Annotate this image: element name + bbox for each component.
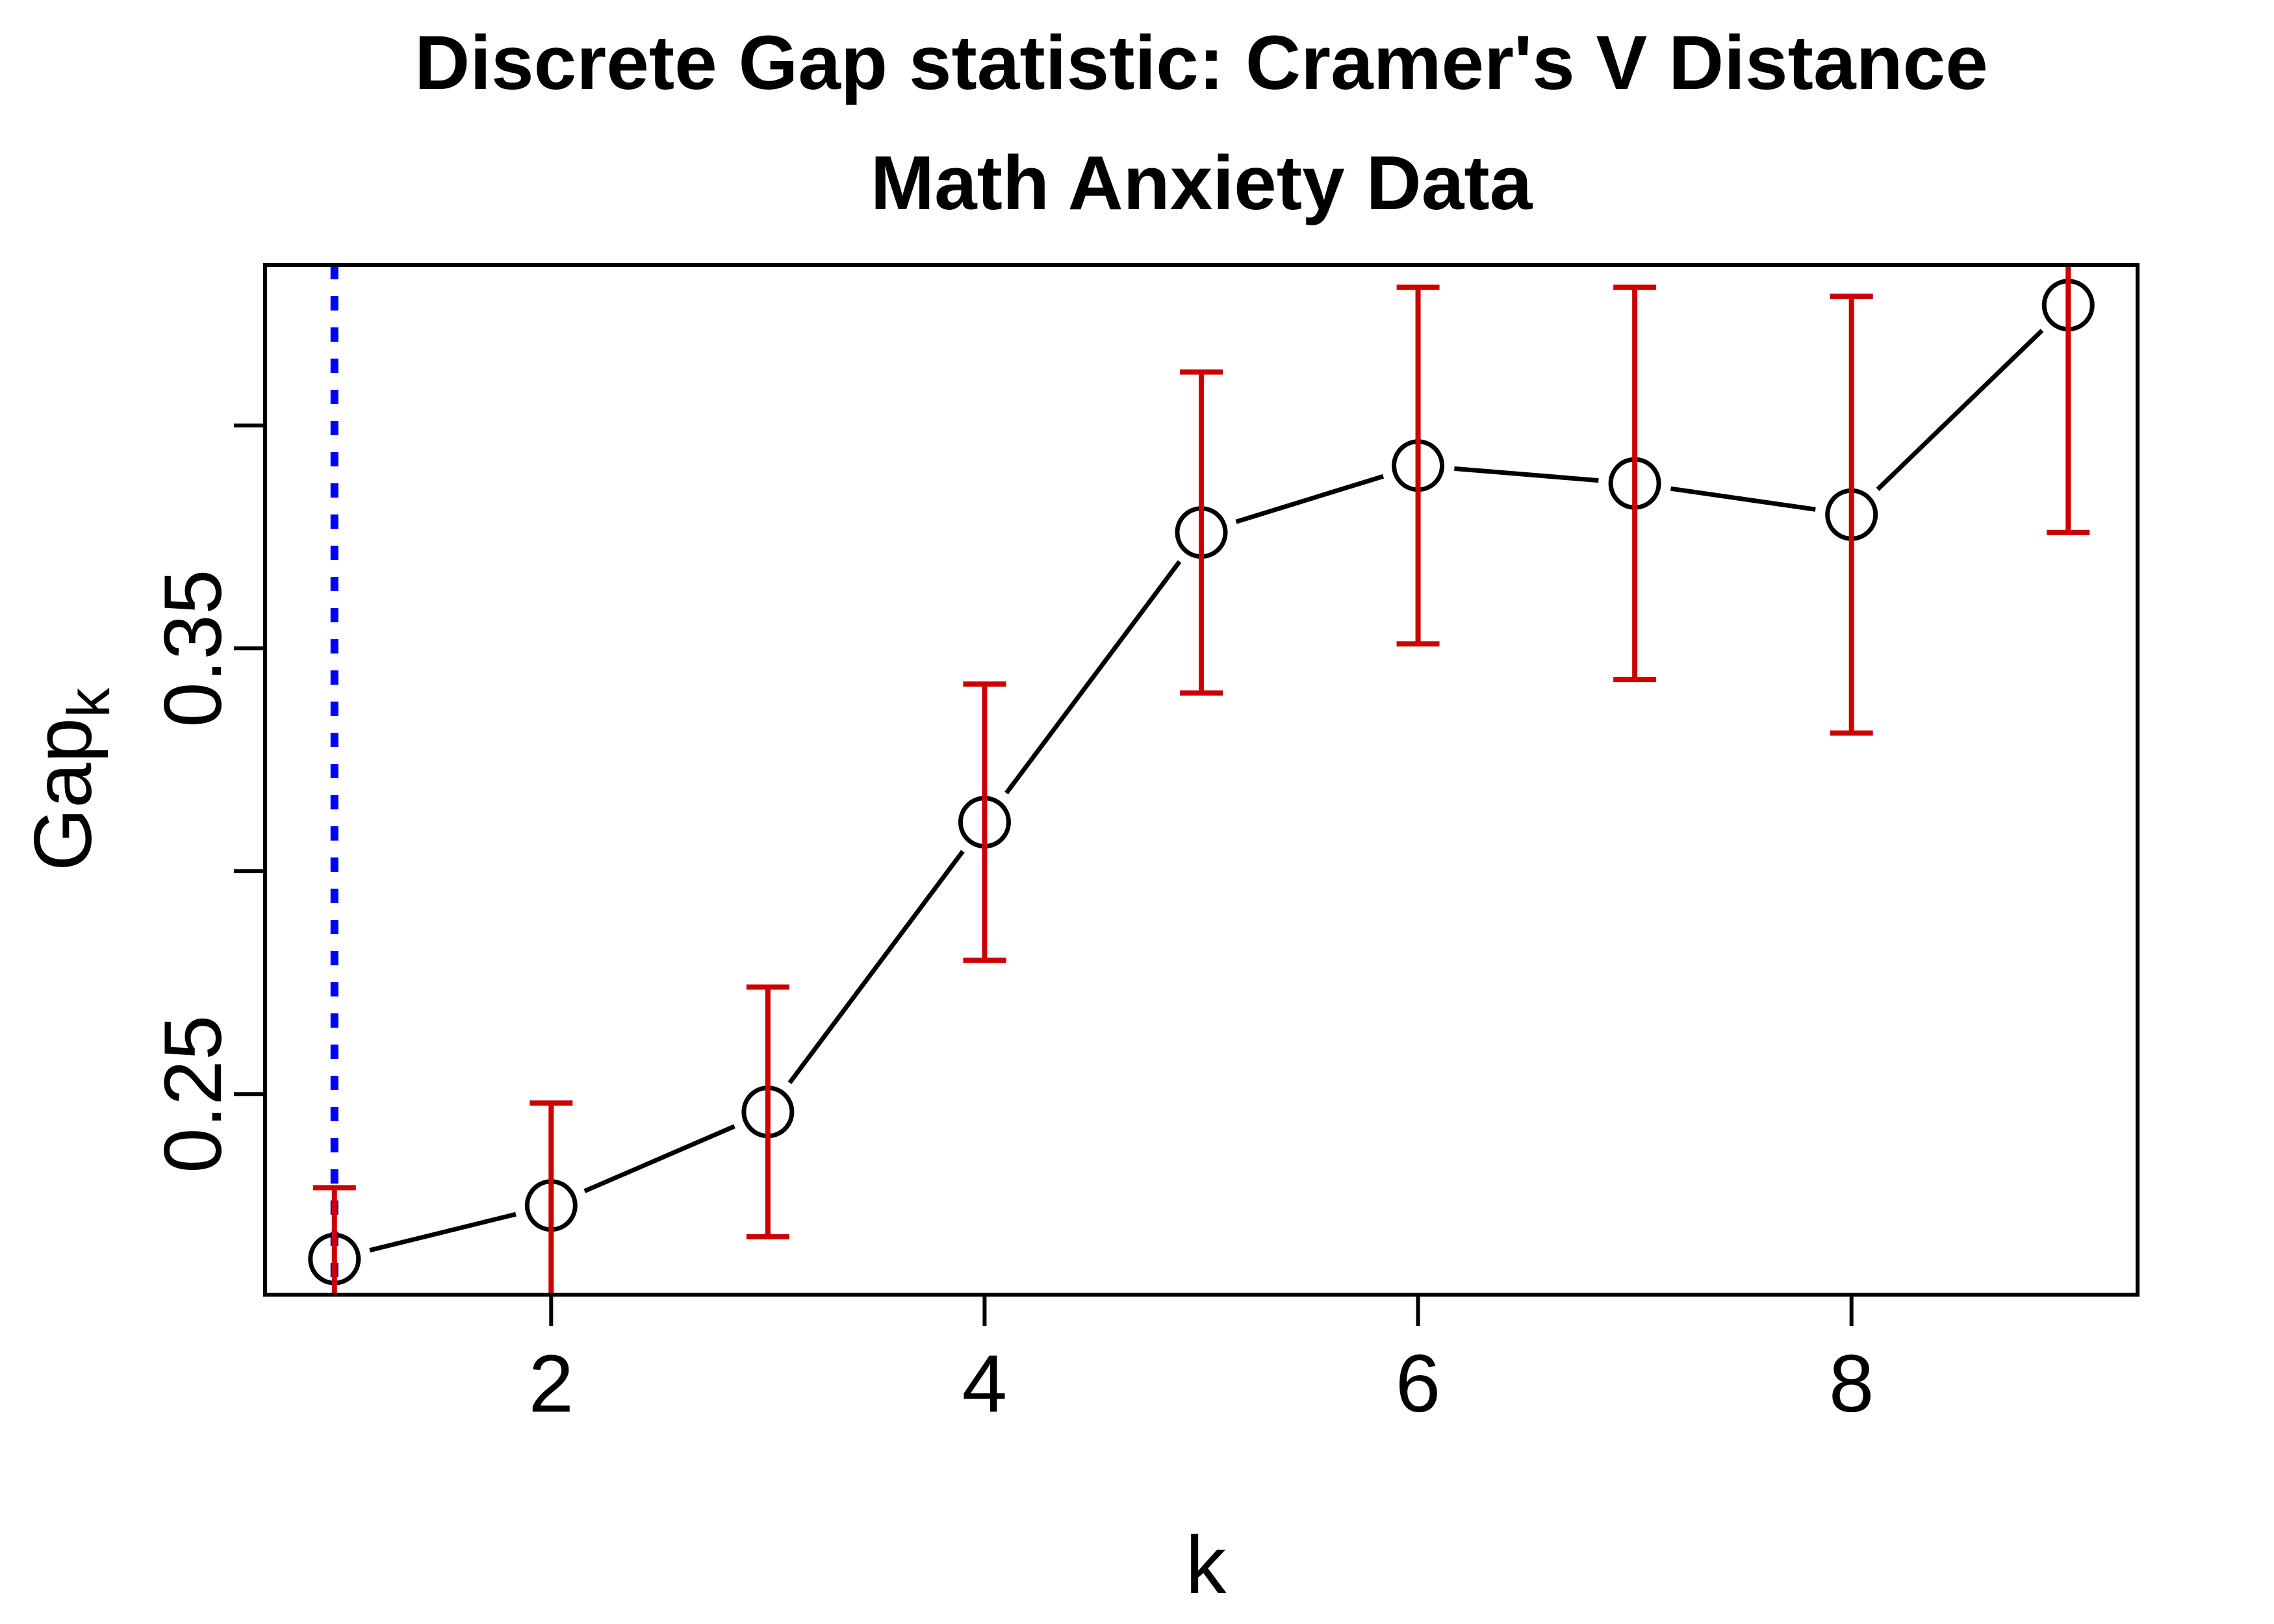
x-axis-label: k [1186, 1520, 1227, 1610]
y-tick-label: 0.35 [148, 569, 238, 727]
x-tick-label: 8 [1829, 1339, 1874, 1429]
y-axis-label-subscript: k [56, 687, 122, 718]
axis-ticks: 2 4 6 8 0.25 0.35 [148, 424, 1874, 1429]
series-segment [1670, 486, 1816, 512]
x-tick-label: 2 [529, 1339, 574, 1429]
x-tick-label: 4 [962, 1339, 1008, 1429]
x-tick-label: 6 [1396, 1339, 1441, 1429]
series-segment [1004, 560, 1182, 794]
series-segment [583, 1124, 735, 1193]
plot-area: 2 4 6 8 0.25 0.35 [148, 263, 2140, 1429]
y-axis-label-main: Gap [18, 718, 109, 871]
chart-subtitle: Math Anxiety Data [871, 140, 1533, 226]
y-tick-label: 0.25 [148, 1015, 238, 1173]
y-axis-label: Gapk [18, 687, 122, 871]
error-bar-group [313, 265, 2090, 1295]
series-segment [787, 850, 965, 1084]
plot-box [263, 263, 2140, 1297]
series-segment [1876, 329, 2044, 491]
series-segment [1454, 466, 1599, 483]
series-segment [1235, 474, 1385, 524]
series-group [308, 279, 2095, 1286]
chart-title: Discrete Gap statistic: Cramer's V Dista… [415, 20, 1988, 106]
series-segment [369, 1212, 517, 1253]
